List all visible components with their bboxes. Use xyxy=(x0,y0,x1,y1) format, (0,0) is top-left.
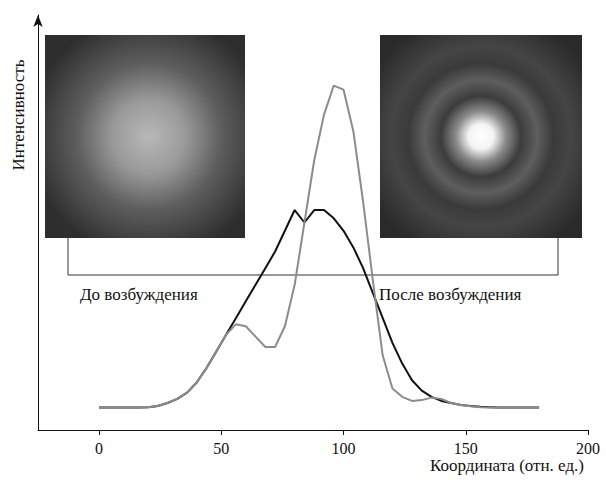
svg-text:150: 150 xyxy=(454,440,478,457)
svg-text:0: 0 xyxy=(95,440,103,457)
svg-text:50: 50 xyxy=(213,440,229,457)
svg-text:200: 200 xyxy=(576,440,600,457)
svg-text:100: 100 xyxy=(332,440,356,457)
svg-text:После возбуждения: После возбуждения xyxy=(379,285,522,304)
svg-text:Интенсивность: Интенсивность xyxy=(9,59,28,170)
svg-text:До возбуждения: До возбуждения xyxy=(80,285,198,304)
svg-text:Координата (отн. ед.): Координата (отн. ед.) xyxy=(430,456,584,475)
